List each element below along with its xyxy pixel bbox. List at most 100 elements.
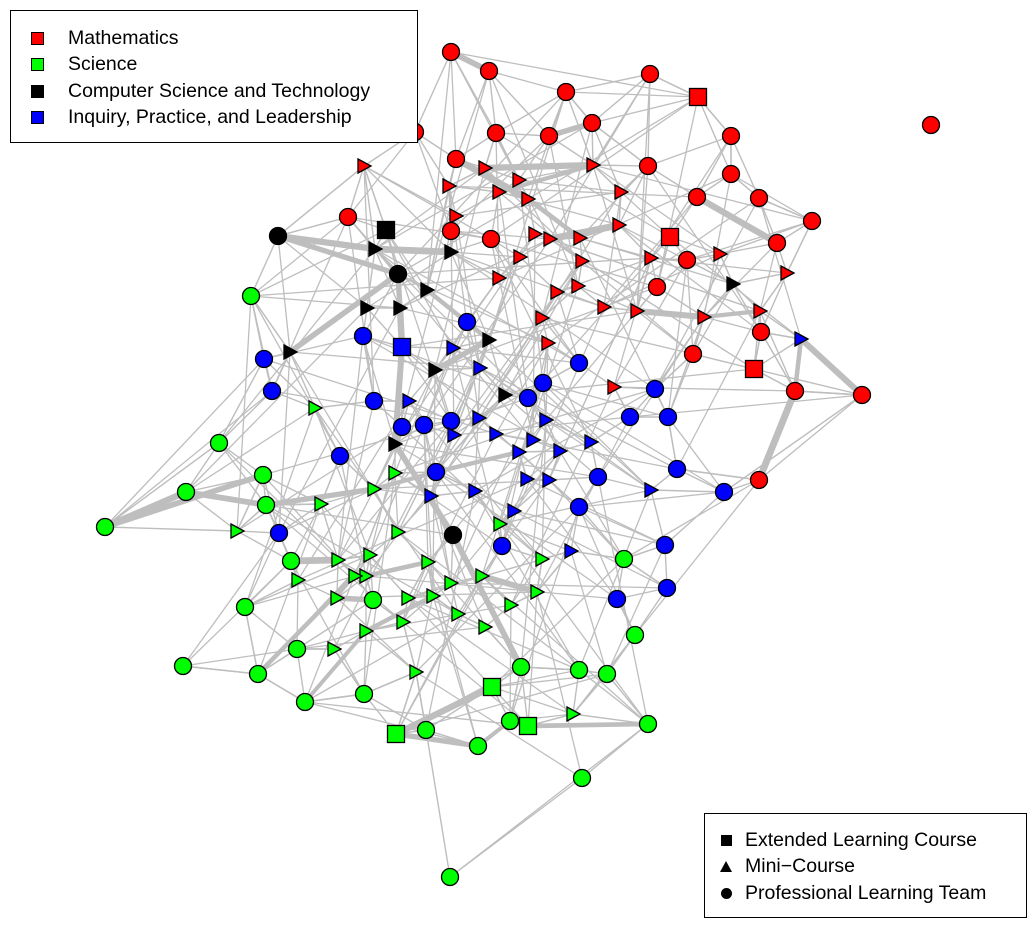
node-inquiry-learning-team [569,353,589,373]
node-mathematics-mini-course [612,216,628,234]
network-edge [542,382,669,418]
network-edge [423,238,551,426]
network-edge [374,122,593,250]
network-edge [693,193,781,247]
network-edge [435,342,549,473]
node-mathematics-mini-course [614,183,630,201]
node-computer-science-mini-course [388,435,404,453]
network-edge [701,308,763,320]
network-edge [692,353,755,370]
network-edge [606,544,666,675]
network-edge [277,235,368,309]
network-edge [634,308,707,320]
node-mathematics-mini-course [442,177,458,195]
node-mathematics-mini-course [521,190,537,208]
network-edge [244,579,299,608]
network-edge [455,70,490,160]
network-edge [719,242,778,255]
node-computer-science-mini-course [444,243,460,261]
node-mathematics-mini-course [697,308,713,326]
node-layer [95,42,941,887]
node-computer-science-mini-course [360,299,376,317]
node-computer-science-mini-course [393,299,409,317]
node-science-mini-course [291,571,307,589]
node-mathematics-learning-team [802,211,822,231]
node-mathematics-extended-course [660,227,680,247]
node-mathematics-learning-team [539,126,559,146]
node-inquiry-mini-course [520,470,536,488]
network-edge [274,232,379,253]
network-edge [613,259,688,388]
network-edge [474,388,656,492]
network-edge [402,621,529,727]
network-edge [218,442,267,506]
node-inquiry-mini-course [472,409,488,427]
node-inquiry-learning-team [657,578,677,598]
node-inquiry-learning-team [667,459,687,479]
network-edge [797,335,866,399]
network-edge [466,321,652,491]
node-science-mini-course [327,640,343,658]
node-science-learning-team [295,692,315,712]
node-mathematics-learning-team [721,164,741,184]
network-edge [525,721,651,729]
node-mathematics-learning-team [852,385,872,405]
network-edge [520,666,580,671]
node-science-learning-team [500,711,520,731]
network-edge [263,358,316,409]
node-inquiry-mini-course [526,431,542,449]
node-mathematics-mini-course [478,159,494,177]
node-inquiry-learning-team [426,462,446,482]
node-mathematics-learning-team [683,344,703,364]
node-inquiry-mini-course [584,433,600,451]
node-inquiry-mini-course [489,425,505,443]
node-inquiry-mini-course [402,392,418,410]
legend-label-extended-course: Extended Learning Course [745,828,977,851]
network-edge [526,478,666,546]
network-edge [182,532,280,667]
node-mathematics-learning-team [441,221,461,241]
node-inquiry-mini-course [644,481,660,499]
network-edge [499,285,579,525]
network-edge [545,388,656,421]
node-science-mini-course [331,551,347,569]
node-computer-science-learning-team [268,226,288,246]
node-mathematics-learning-team [749,188,769,208]
network-edge [366,251,452,309]
network-edge [414,131,450,187]
node-computer-science-mini-course [726,275,742,293]
node-mathematics-mini-course [543,230,559,248]
node-inquiry-mini-course [542,471,558,489]
network-edge [760,331,796,392]
node-science-mini-course [493,515,509,533]
network-edge [618,165,649,226]
legend-label-mathematics: Mathematics [68,26,179,49]
network-edge [692,283,734,355]
node-science-mini-course [308,399,324,417]
network-edge [244,407,316,608]
network-edge [407,597,580,671]
network-edge [491,669,580,688]
network-edge [102,472,266,530]
node-computer-science-mini-course [420,281,436,299]
network-edge [623,479,760,560]
network-edge [362,335,375,402]
node-mathematics-mini-course [357,157,373,175]
network-edge [104,442,220,528]
node-mathematics-learning-team [481,229,501,249]
network-edge [363,165,457,217]
science-swatch [31,58,44,72]
node-mathematics-mini-course [630,302,646,320]
network-edge [397,91,567,275]
node-inquiry-learning-team [714,482,734,502]
network-edge [510,386,615,606]
network-edge [250,235,279,297]
network-edge [758,197,813,222]
network-edge [676,310,761,470]
network-edge [424,287,492,343]
network-edge [647,165,762,333]
network-edge [415,595,434,673]
triangle-icon [719,861,733,873]
network-edge [255,573,357,677]
node-science-learning-team [614,549,634,569]
